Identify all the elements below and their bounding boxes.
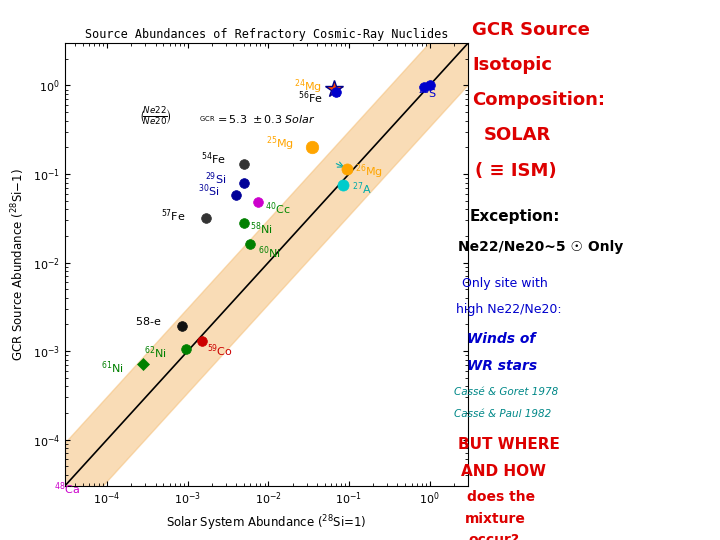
Text: GCR Source: GCR Source [472, 21, 590, 39]
Text: WR stars: WR stars [467, 359, 536, 373]
Text: $\left(\!\frac{Ne22}{Ne20}\!\right)$: $\left(\!\frac{Ne22}{Ne20}\!\right)$ [139, 105, 171, 127]
Text: $^{61}$Ni: $^{61}$Ni [101, 360, 123, 376]
Text: Cassé & Paul 1982: Cassé & Paul 1982 [454, 409, 552, 419]
Text: $^{56}$Fe: $^{56}$Fe [298, 90, 323, 106]
Text: $^{27}$A: $^{27}$A [352, 180, 372, 197]
Text: $^{59}$Co: $^{59}$Co [207, 343, 233, 360]
Text: $^{28}$S: $^{28}$S [418, 85, 437, 102]
Text: $_{\rm GCR}$: $_{\rm GCR}$ [199, 114, 216, 124]
Text: $^{60}$Ni: $^{60}$Ni [258, 244, 281, 261]
Text: Cassé & Goret 1978: Cassé & Goret 1978 [454, 387, 559, 397]
Text: AND HOW: AND HOW [461, 464, 546, 480]
Text: $^{48}$Ca: $^{48}$Ca [54, 481, 80, 497]
Text: $^{62}$Ni: $^{62}$Ni [144, 345, 166, 361]
Text: $^{29}$Si: $^{29}$Si [204, 171, 226, 187]
Text: $= 5.3\ \pm 0.3\ \mathit{Solar}$: $= 5.3\ \pm 0.3\ \mathit{Solar}$ [215, 113, 316, 125]
Text: mixture: mixture [465, 512, 526, 526]
X-axis label: Solar System Abundance ($^{28}$Si=1): Solar System Abundance ($^{28}$Si=1) [166, 513, 366, 532]
Y-axis label: GCR Source Abundance ($^{28}$Si$-$1): GCR Source Abundance ($^{28}$Si$-$1) [9, 168, 27, 361]
Text: $^{26}$Mg: $^{26}$Mg [355, 163, 383, 181]
Text: SOLAR: SOLAR [484, 126, 551, 144]
Text: $^{25}$Mg: $^{25}$Mg [266, 134, 294, 153]
Text: $58$-e: $58$-e [135, 315, 162, 327]
Text: does the: does the [467, 490, 535, 504]
Text: Ne22/Ne20~5 ☉ Only: Ne22/Ne20~5 ☉ Only [458, 240, 624, 254]
Text: Winds of: Winds of [467, 332, 535, 346]
Text: occur?: occur? [468, 534, 519, 540]
Text: $^{57}$Fe: $^{57}$Fe [161, 207, 186, 224]
Text: Only site with: Only site with [462, 277, 547, 291]
Text: ( ≡ ISM): ( ≡ ISM) [475, 161, 557, 179]
Text: Exception:: Exception: [469, 210, 560, 225]
Text: $^{24}$Mg: $^{24}$Mg [294, 77, 322, 96]
Text: $^{54}$Fe: $^{54}$Fe [201, 150, 226, 167]
Text: high Ne22/Ne20:: high Ne22/Ne20: [456, 303, 562, 316]
Title: Source Abundances of Refractory Cosmic-Ray Nuclides: Source Abundances of Refractory Cosmic-R… [85, 28, 448, 40]
Text: Isotopic: Isotopic [472, 56, 552, 74]
Text: Composition:: Composition: [472, 91, 606, 109]
Text: $^{40}$Cc: $^{40}$Cc [264, 200, 290, 217]
Text: $^{30}$Si: $^{30}$Si [198, 183, 220, 199]
Text: $^{58}$Ni: $^{58}$Ni [251, 221, 273, 237]
Text: BUT WHERE: BUT WHERE [458, 437, 559, 453]
